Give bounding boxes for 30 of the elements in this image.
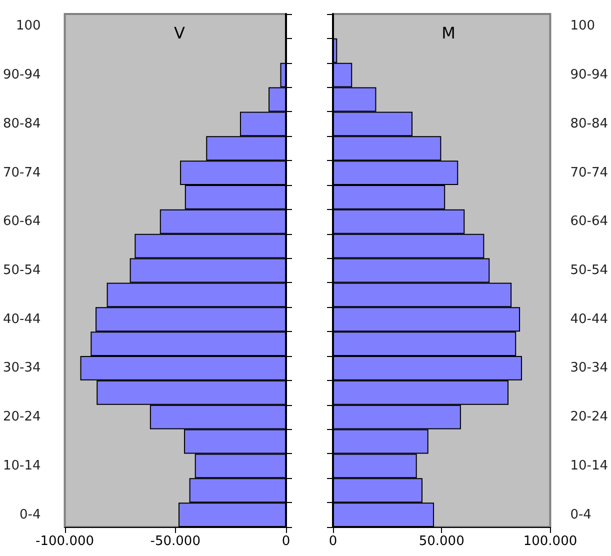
y-tick-label: 40-44	[570, 312, 608, 327]
x-tick-label: -100.000	[36, 534, 94, 549]
y-tick-label: 10-14	[570, 458, 608, 474]
x-tick-label: -50.000	[150, 534, 200, 549]
y-tick-label: 80-84	[2, 116, 41, 132]
y-tick-label: 60-64	[570, 214, 608, 230]
y-tick-label: 60-64	[2, 214, 41, 230]
x-tick-label: 100.000	[523, 534, 578, 549]
y-tick-label: 20-24	[2, 410, 41, 425]
y-tick-label: 0-4	[570, 507, 592, 522]
y-tick-label: 40-44	[2, 312, 41, 327]
text: M	[442, 24, 456, 42]
y-tick-label: 50-54	[570, 263, 608, 278]
y-tick-label: 20-24	[570, 410, 608, 425]
x-tick-label: 0	[282, 534, 290, 549]
y-tick-label: 80-84	[570, 116, 608, 132]
y-tick-label: 70-74	[570, 165, 608, 180]
y-tick-label: 100	[570, 18, 596, 34]
y-tick-label: 30-34	[570, 360, 608, 376]
y-tick-label: 0-4	[20, 507, 41, 522]
y-tick-label: 10-14	[2, 458, 41, 474]
y-tick-label: 30-34	[2, 360, 41, 376]
y-tick-label: 90-94	[570, 68, 608, 83]
x-tick-label: 0	[328, 534, 338, 549]
y-tick-label: 50-54	[2, 263, 41, 278]
y-tick-label: 100	[16, 18, 41, 34]
x-tick-label: 50.000	[418, 534, 464, 549]
y-tick-label: 90-94	[2, 68, 41, 83]
text: V	[174, 24, 186, 42]
y-tick-label: 70-74	[2, 165, 41, 180]
